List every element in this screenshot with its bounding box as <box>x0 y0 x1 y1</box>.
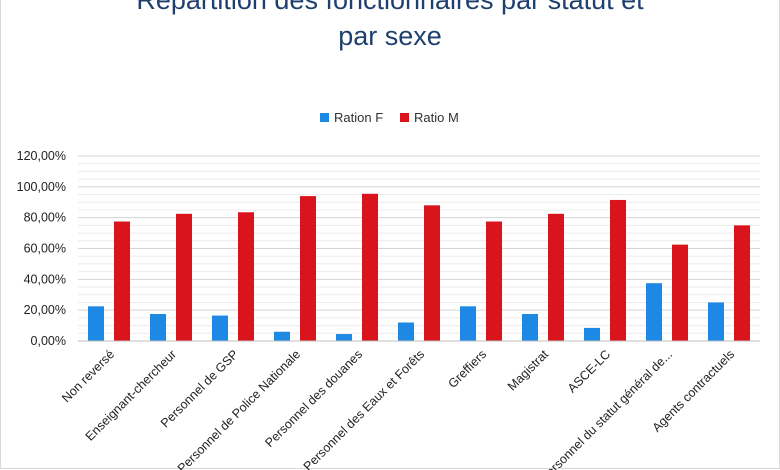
x-category-label: Personnel des Eaux et Forêts <box>301 347 427 470</box>
bar-ratio-m <box>114 221 130 341</box>
bar-ratio-m <box>610 199 626 341</box>
bar-ratio-m <box>486 221 502 341</box>
legend-label: Ratio M <box>414 110 459 125</box>
x-category-label: Personnel de Police Nationale <box>175 347 303 470</box>
bar-ratio-m <box>300 196 316 341</box>
bar-ratio-f <box>212 315 228 341</box>
bar-ratio-f <box>646 283 662 341</box>
y-tick-label: 60,00% <box>24 242 66 256</box>
bar-ratio-f <box>708 302 724 341</box>
bar-ratio-m <box>362 193 378 341</box>
bar-ratio-m <box>734 225 750 341</box>
chart-title-line-2: par sexe <box>338 21 442 51</box>
x-category-label: Magistrat <box>505 347 552 394</box>
bar-ratio-f <box>150 314 166 341</box>
legend-swatch <box>400 113 409 122</box>
bar-ratio-f <box>522 314 538 341</box>
bar-ratio-f <box>336 334 352 341</box>
bar-ratio-m <box>176 213 192 341</box>
legend-label: Ration F <box>334 110 383 125</box>
bar-ratio-f <box>460 306 476 341</box>
x-category-label: Non reversé <box>59 347 117 405</box>
y-tick-label: 80,00% <box>24 211 66 225</box>
y-tick-label: 100,00% <box>17 180 66 194</box>
x-category-label: Greffiers <box>445 347 489 391</box>
bar-ratio-f <box>88 306 104 341</box>
y-tick-label: 0,00% <box>31 334 66 348</box>
legend-swatch <box>320 113 329 122</box>
bar-ratio-m <box>672 244 688 341</box>
y-tick-label: 120,00% <box>17 149 66 163</box>
bar-ratio-m <box>238 212 254 341</box>
bar-ratio-f <box>584 327 600 341</box>
bar-ratio-f <box>398 322 414 341</box>
chart-title-line-1: Répartition des fonctionnaires par statu… <box>136 0 644 15</box>
x-category-label: ASCE-LC <box>565 347 613 395</box>
x-category-label: Personnel du statut général de... <box>537 347 675 470</box>
bar-ratio-f <box>274 331 290 341</box>
y-tick-label: 20,00% <box>24 303 66 317</box>
bar-ratio-m <box>548 213 564 341</box>
bar-ratio-m <box>424 205 440 341</box>
y-tick-label: 40,00% <box>24 272 66 286</box>
